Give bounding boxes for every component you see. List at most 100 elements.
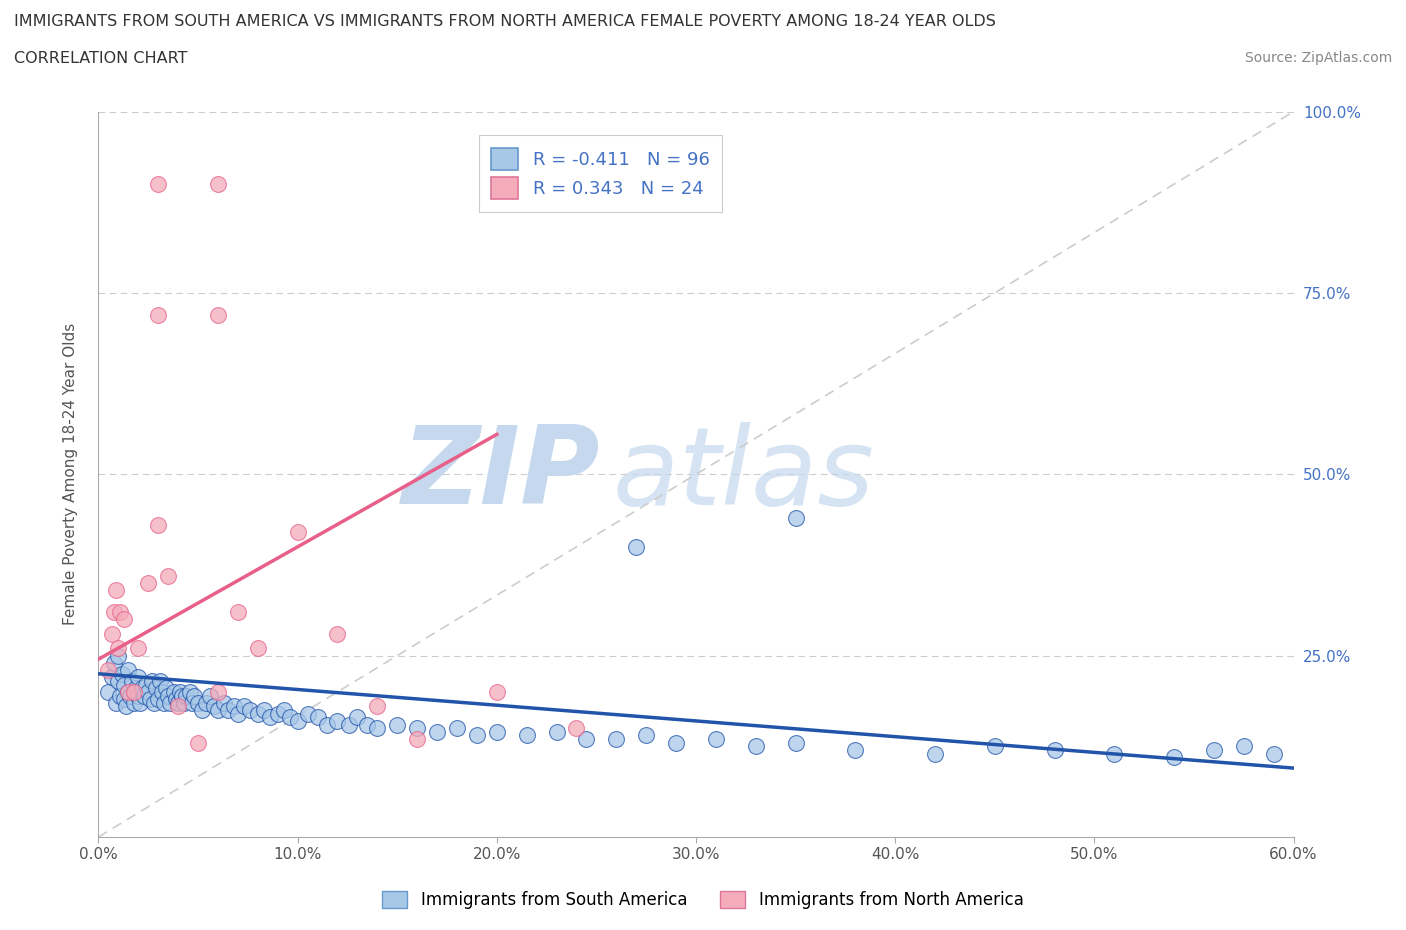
Text: IMMIGRANTS FROM SOUTH AMERICA VS IMMIGRANTS FROM NORTH AMERICA FEMALE POVERTY AM: IMMIGRANTS FROM SOUTH AMERICA VS IMMIGRA… [14,14,995,29]
Point [105,583,128,598]
Point [112,612,135,627]
Point [124,696,146,711]
Point [125,681,148,696]
Point [110,688,132,703]
Point [173,696,195,711]
Point [129,696,152,711]
Point [117,663,139,678]
Point [605,732,627,747]
Point [149,673,172,688]
Point [565,721,588,736]
Point [141,673,163,688]
Legend: Immigrants from South America, Immigrants from North America: Immigrants from South America, Immigrant… [374,883,1032,917]
Text: CORRELATION CHART: CORRELATION CHART [14,51,187,66]
Point [426,724,449,739]
Point [107,641,129,656]
Point [134,688,156,703]
Point [187,736,209,751]
Point [207,703,229,718]
Point [346,710,368,724]
Point [984,738,1007,753]
Point [326,627,349,642]
Point [785,736,807,751]
Point [446,721,468,736]
Point [267,706,290,721]
Point [135,677,157,692]
Point [101,627,124,642]
Point [465,728,488,743]
Point [172,688,194,703]
Point [117,684,139,699]
Point [148,692,170,707]
Point [226,706,249,721]
Point [127,670,149,684]
Point [366,721,388,736]
Point [287,713,309,728]
Point [1043,742,1066,757]
Point [103,656,125,671]
Point [124,684,146,699]
Point [97,663,120,678]
Point [195,696,218,711]
Point [191,703,214,718]
Point [105,696,128,711]
Point [239,703,262,718]
Point [103,604,125,619]
Point [169,684,191,699]
Point [636,728,658,743]
Point [145,681,167,696]
Point [117,684,139,699]
Point [107,648,129,663]
Point [148,307,170,322]
Point [1202,742,1225,757]
Point [297,706,319,721]
Text: atlas: atlas [613,422,875,526]
Point [112,692,135,707]
Point [148,177,170,192]
Point [246,706,269,721]
Point [259,710,281,724]
Point [844,742,866,757]
Point [212,696,235,711]
Point [485,684,508,699]
Point [148,518,170,533]
Point [174,688,197,703]
Point [120,688,142,703]
Point [155,681,177,696]
Point [187,696,209,711]
Legend: R = -0.411   N = 96, R = 0.343   N = 24: R = -0.411 N = 96, R = 0.343 N = 24 [478,135,723,212]
Point [207,307,229,322]
Point [485,724,508,739]
Point [406,721,429,736]
Point [167,699,190,714]
Point [745,738,768,753]
Point [356,717,378,732]
Point [202,699,225,714]
Point [115,699,138,714]
Point [1163,750,1185,764]
Point [307,710,329,724]
Point [127,641,149,656]
Point [136,576,159,591]
Point [157,568,180,583]
Point [217,703,239,718]
Point [159,696,181,711]
Point [139,692,162,707]
Point [278,710,301,724]
Point [131,681,153,696]
Point [222,699,245,714]
Point [546,724,568,739]
Text: ZIP: ZIP [402,421,600,527]
Point [339,717,361,732]
Point [207,684,229,699]
Point [198,688,221,703]
Point [97,684,120,699]
Point [127,688,149,703]
Point [385,717,409,732]
Point [704,732,727,747]
Point [253,703,276,718]
Point [366,699,388,714]
Point [516,728,538,743]
Point [181,696,204,711]
Point [150,684,173,699]
